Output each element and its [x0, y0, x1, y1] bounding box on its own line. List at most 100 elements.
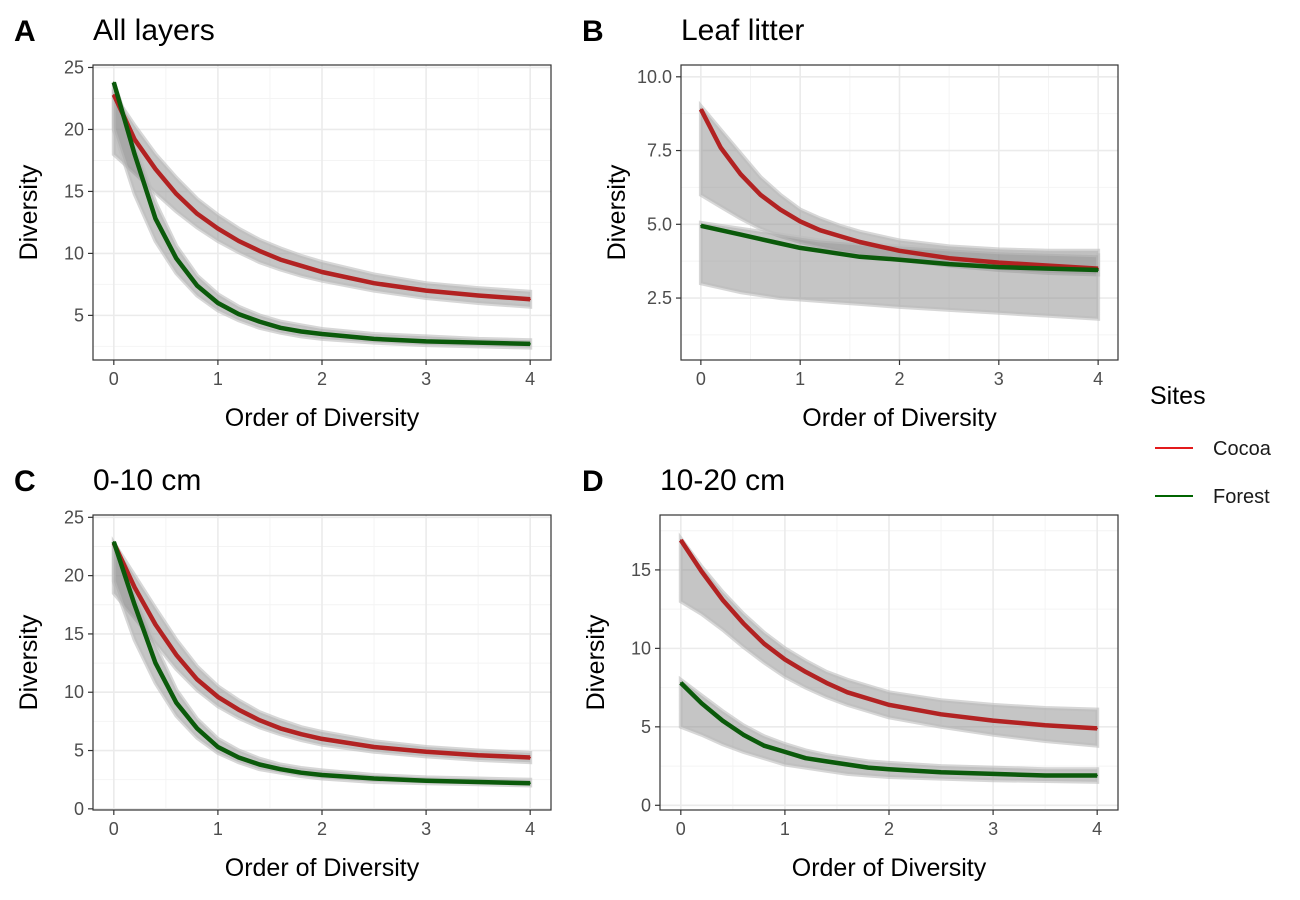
panel-tag: B: [582, 15, 604, 48]
data-point-forest: [237, 756, 240, 759]
y-tick-label: 10: [631, 638, 651, 658]
x-tick-label: 1: [780, 819, 790, 839]
y-tick-label: 15: [631, 560, 651, 580]
data-point-forest: [1047, 267, 1050, 270]
data-point-forest: [425, 340, 427, 343]
data-point-cocoa: [1044, 724, 1046, 727]
data-point-cocoa: [217, 227, 219, 230]
data-point-cocoa: [425, 750, 427, 753]
data-point-forest: [321, 774, 323, 776]
data-point-cocoa: [742, 622, 745, 625]
data-point-cocoa: [113, 93, 115, 96]
data-point-forest: [373, 777, 375, 780]
data-point-forest: [321, 333, 323, 335]
panel-d: 0 1 2 3 4 0 5 10 15 Order of Diversity Diversity D 1…: [582, 464, 1119, 882]
x-tick-label: 0: [109, 369, 119, 389]
data-point-forest: [878, 257, 881, 260]
ribbon-cocoa: [111, 88, 533, 309]
x-tick-label: 4: [525, 819, 535, 839]
data-point-forest: [998, 266, 1000, 268]
data-point-cocoa: [819, 229, 821, 231]
data-point-cocoa: [373, 282, 375, 284]
x-tick-label: 4: [525, 369, 535, 389]
x-tick-label: 1: [213, 369, 223, 389]
data-point-forest: [175, 701, 178, 704]
data-point-forest: [300, 330, 302, 333]
data-point-cocoa: [133, 586, 136, 589]
x-tick-label: 3: [988, 819, 998, 839]
data-point-forest: [196, 727, 198, 730]
data-point-cocoa: [799, 220, 801, 223]
y-tick-label: 20: [64, 566, 84, 586]
y-tick-label: 2.5: [647, 288, 672, 308]
panel-a: 0 1 2 3 4 5 10 15 20 25 Order of Diversity Diversit…: [14, 14, 552, 432]
data-point-forest: [779, 242, 782, 245]
data-point-cocoa: [529, 756, 531, 759]
data-point-forest: [217, 302, 219, 304]
panel-b: 0 1 2 3 4 2.5 5.0 7.5 10.0 Order of Diversity Dive…: [582, 14, 1119, 432]
data-point-forest: [839, 253, 841, 255]
y-axis-label: Diversity: [15, 614, 43, 710]
y-tick-label: 5: [74, 305, 84, 325]
data-point-cocoa: [680, 539, 682, 541]
data-point-cocoa: [300, 733, 302, 736]
data-point-cocoa: [175, 193, 178, 195]
data-point-cocoa: [719, 146, 722, 149]
data-point-cocoa: [858, 241, 861, 243]
data-point-cocoa: [529, 298, 531, 301]
data-point-forest: [133, 603, 136, 606]
data-point-forest: [700, 702, 703, 705]
data-point-cocoa: [425, 289, 427, 292]
data-point-forest: [529, 343, 531, 345]
data-point-forest: [940, 771, 942, 774]
data-point-cocoa: [739, 173, 742, 175]
data-point-cocoa: [154, 168, 157, 170]
y-tick-label: 5: [74, 741, 84, 761]
data-point-cocoa: [804, 671, 807, 673]
y-tick-label: 15: [64, 181, 84, 201]
y-tick-label: 5: [641, 717, 651, 737]
y-axis-label: Diversity: [15, 164, 43, 260]
legend-label-cocoa: Cocoa: [1213, 438, 1272, 460]
data-point-cocoa: [898, 250, 901, 252]
data-point-cocoa: [175, 654, 178, 656]
data-point-forest: [898, 258, 901, 261]
ribbon-forest: [678, 675, 1100, 784]
ribbon-forest: [111, 541, 533, 788]
x-tick-label: 1: [213, 819, 223, 839]
data-point-cocoa: [700, 108, 702, 111]
data-point-forest: [739, 233, 742, 236]
data-point-cocoa: [237, 240, 240, 242]
x-axis-label: Order of Diversity: [802, 404, 997, 432]
data-point-forest: [719, 229, 722, 231]
data-point-cocoa: [825, 682, 828, 684]
x-tick-label: 2: [894, 369, 904, 389]
data-point-forest: [948, 263, 950, 265]
data-point-forest: [279, 326, 282, 329]
y-tick-label: 0: [74, 799, 84, 819]
data-point-forest: [846, 763, 849, 766]
data-point-forest: [799, 247, 801, 249]
y-axis-label: Diversity: [582, 614, 610, 710]
x-tick-label: 2: [317, 369, 327, 389]
data-point-forest: [888, 768, 890, 771]
data-point-forest: [763, 744, 765, 747]
y-tick-label: 25: [64, 57, 84, 77]
data-point-forest: [477, 781, 479, 783]
data-point-forest: [700, 224, 702, 227]
data-point-forest: [1096, 774, 1098, 777]
y-tick-label: 25: [64, 507, 84, 527]
data-point-cocoa: [888, 704, 890, 706]
y-tick-label: 10.0: [637, 67, 672, 87]
data-point-forest: [825, 760, 828, 763]
data-point-forest: [804, 757, 807, 760]
data-point-forest: [154, 662, 157, 664]
data-point-cocoa: [477, 294, 479, 297]
x-tick-label: 3: [421, 369, 431, 389]
panel-tag: C: [14, 465, 36, 498]
data-point-forest: [217, 746, 219, 748]
data-point-cocoa: [763, 642, 765, 645]
data-point-cocoa: [721, 598, 724, 601]
data-point-cocoa: [867, 697, 869, 700]
data-point-cocoa: [279, 258, 282, 261]
